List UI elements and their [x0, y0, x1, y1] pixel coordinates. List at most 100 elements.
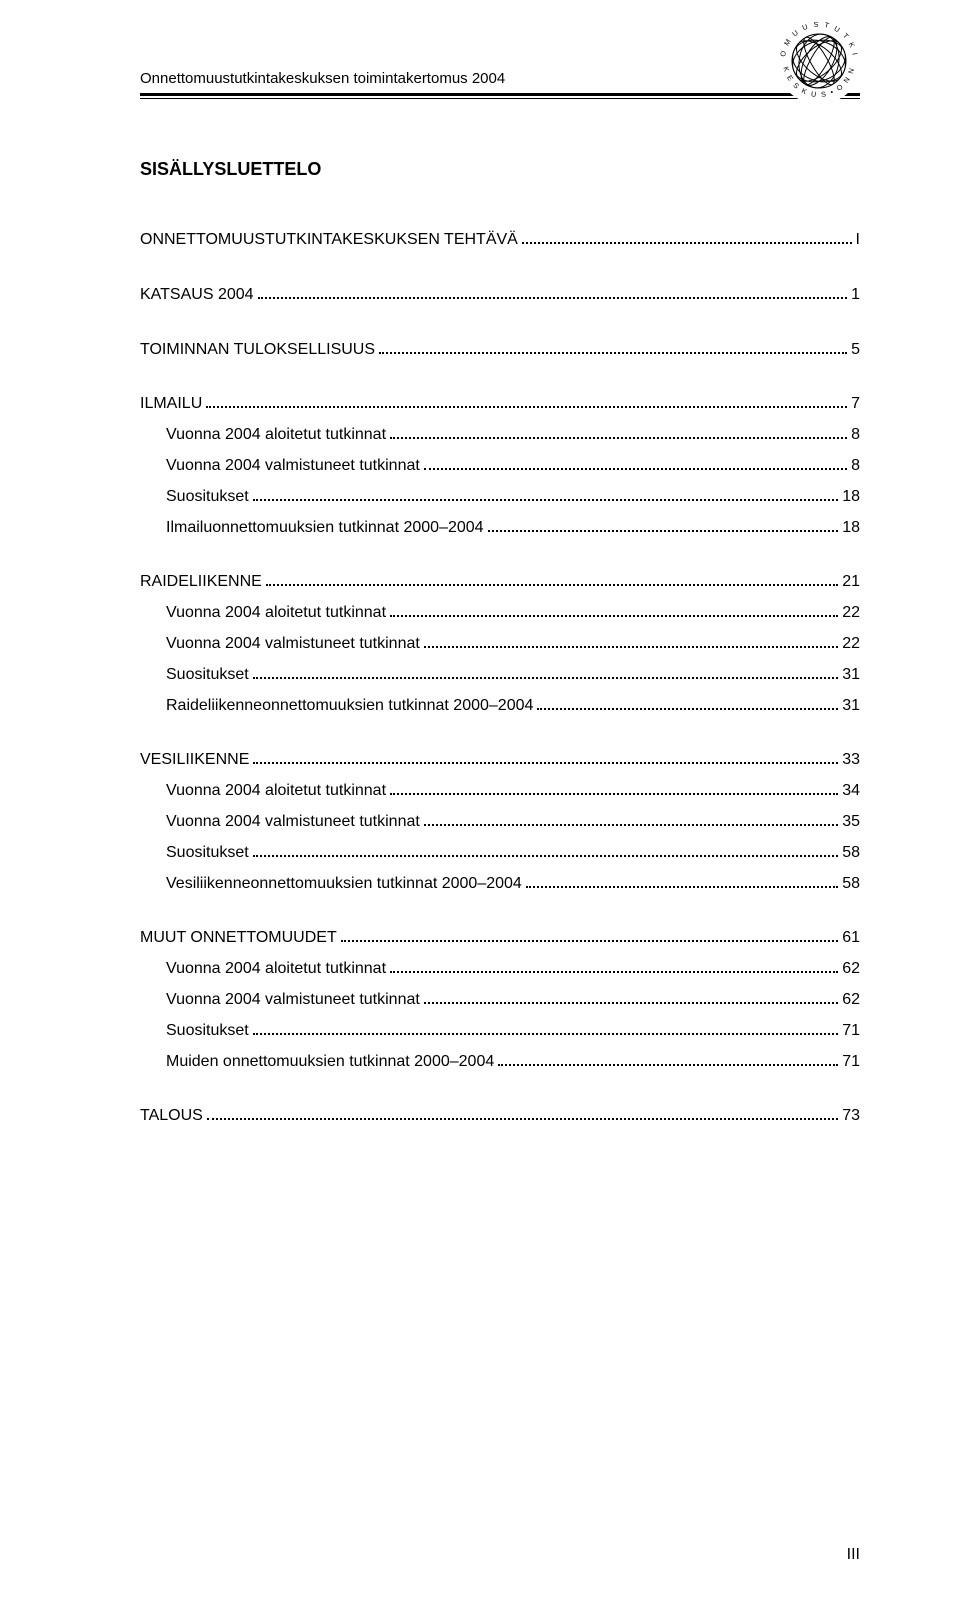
toc-label: Muiden onnettomuuksien tutkinnat 2000–20… — [140, 1048, 494, 1077]
page-title: SISÄLLYSLUETTELO — [140, 159, 860, 180]
toc-page: 18 — [842, 514, 860, 543]
toc-label: Suositukset — [140, 839, 249, 868]
header-rule-thin — [140, 98, 860, 99]
header-title: Onnettomuustutkintakeskuksen toimintaker… — [140, 70, 860, 93]
toc-row: Vuonna 2004 valmistuneet tutkinnat 35 — [140, 808, 860, 837]
toc-leader-dots — [537, 708, 838, 710]
toc-row: Vuonna 2004 aloitetut tutkinnat 22 — [140, 599, 860, 628]
toc-label: KATSAUS 2004 — [140, 281, 254, 310]
toc-row: TOIMINNAN TULOKSELLISUUS 5 — [140, 336, 860, 365]
toc-spacer — [140, 1078, 860, 1100]
toc-row: Vesiliikenneonnettomuuksien tutkinnat 20… — [140, 870, 860, 899]
toc-page: 18 — [842, 483, 860, 512]
toc-row: VESILIIKENNE 33 — [140, 746, 860, 775]
page-number: III — [847, 1546, 860, 1564]
toc-page: 62 — [842, 986, 860, 1015]
toc-leader-dots — [253, 499, 838, 501]
toc-page: 58 — [842, 870, 860, 899]
toc-page: 22 — [842, 599, 860, 628]
toc-label: Vuonna 2004 valmistuneet tutkinnat — [140, 986, 420, 1015]
toc-label: TOIMINNAN TULOKSELLISUUS — [140, 336, 375, 365]
toc-leader-dots — [253, 855, 838, 857]
toc-spacer — [140, 900, 860, 922]
toc-label: Vuonna 2004 aloitetut tutkinnat — [140, 599, 386, 628]
toc-spacer — [140, 544, 860, 566]
toc-row: Ilmailuonnettomuuksien tutkinnat 2000–20… — [140, 514, 860, 543]
toc-row: Suositukset 58 — [140, 839, 860, 868]
toc-leader-dots — [526, 886, 838, 888]
toc-leader-dots — [390, 437, 847, 439]
toc-label: MUUT ONNETTOMUUDET — [140, 924, 337, 953]
table-of-contents: ONNETTOMUUSTUTKINTAKESKUKSEN TEHTÄVÄ I KA… — [140, 226, 860, 1131]
toc-page: 7 — [851, 390, 860, 419]
toc-label: Suositukset — [140, 661, 249, 690]
toc-label: Vuonna 2004 aloitetut tutkinnat — [140, 955, 386, 984]
toc-row: Vuonna 2004 aloitetut tutkinnat 62 — [140, 955, 860, 984]
toc-leader-dots — [206, 406, 847, 408]
toc-row: ONNETTOMUUSTUTKINTAKESKUKSEN TEHTÄVÄ I — [140, 226, 860, 255]
toc-spacer — [140, 722, 860, 744]
toc-page: I — [856, 226, 860, 255]
toc-page: 8 — [851, 452, 860, 481]
toc-leader-dots — [379, 352, 847, 354]
toc-page: 8 — [851, 421, 860, 450]
toc-row: Vuonna 2004 valmistuneet tutkinnat 62 — [140, 986, 860, 1015]
toc-page: 71 — [842, 1017, 860, 1046]
toc-row: MUUT ONNETTOMUUDET 61 — [140, 924, 860, 953]
toc-row: Vuonna 2004 aloitetut tutkinnat 8 — [140, 421, 860, 450]
toc-row: Suositukset 18 — [140, 483, 860, 512]
toc-page: 34 — [842, 777, 860, 806]
toc-leader-dots — [390, 793, 838, 795]
toc-leader-dots — [266, 584, 838, 586]
header-rule-thick — [140, 93, 860, 96]
toc-spacer — [140, 257, 860, 279]
toc-page: 21 — [842, 568, 860, 597]
toc-leader-dots — [258, 297, 848, 299]
toc-page: 35 — [842, 808, 860, 837]
toc-page: 73 — [842, 1102, 860, 1131]
toc-label: Suositukset — [140, 1017, 249, 1046]
toc-leader-dots — [424, 1002, 838, 1004]
toc-label: Vuonna 2004 valmistuneet tutkinnat — [140, 808, 420, 837]
toc-page: 62 — [842, 955, 860, 984]
toc-spacer — [140, 312, 860, 334]
toc-label: TALOUS — [140, 1102, 203, 1131]
toc-label: Vuonna 2004 aloitetut tutkinnat — [140, 777, 386, 806]
toc-leader-dots — [424, 646, 838, 648]
toc-page: 5 — [851, 336, 860, 365]
toc-leader-dots — [488, 530, 839, 532]
toc-label: VESILIIKENNE — [140, 746, 249, 775]
toc-spacer — [140, 366, 860, 388]
toc-leader-dots — [390, 971, 838, 973]
toc-page: 71 — [842, 1048, 860, 1077]
toc-label: ONNETTOMUUSTUTKINTAKESKUKSEN TEHTÄVÄ — [140, 226, 518, 255]
toc-row: Muiden onnettomuuksien tutkinnat 2000–20… — [140, 1048, 860, 1077]
toc-leader-dots — [341, 940, 838, 942]
toc-leader-dots — [424, 468, 847, 470]
toc-leader-dots — [253, 677, 838, 679]
toc-leader-dots — [390, 615, 838, 617]
toc-leader-dots — [207, 1118, 838, 1120]
toc-row: KATSAUS 2004 1 — [140, 281, 860, 310]
toc-page: 58 — [842, 839, 860, 868]
toc-page: 31 — [842, 661, 860, 690]
toc-page: 22 — [842, 630, 860, 659]
agency-seal-icon: O M U U S T U T K I K E S K U S • O N N — [774, 16, 864, 106]
toc-row: Vuonna 2004 valmistuneet tutkinnat 8 — [140, 452, 860, 481]
toc-label: RAIDELIIKENNE — [140, 568, 262, 597]
toc-leader-dots — [253, 1033, 838, 1035]
toc-label: Raideliikenneonnettomuuksien tutkinnat 2… — [140, 692, 533, 721]
toc-leader-dots — [498, 1064, 838, 1066]
toc-row: RAIDELIIKENNE 21 — [140, 568, 860, 597]
toc-row: ILMAILU 7 — [140, 390, 860, 419]
toc-row: Vuonna 2004 valmistuneet tutkinnat 22 — [140, 630, 860, 659]
toc-page: 31 — [842, 692, 860, 721]
page-header: Onnettomuustutkintakeskuksen toimintaker… — [140, 70, 860, 99]
toc-label: Vuonna 2004 valmistuneet tutkinnat — [140, 452, 420, 481]
toc-page: 1 — [851, 281, 860, 310]
toc-leader-dots — [253, 762, 838, 764]
toc-leader-dots — [522, 242, 852, 244]
toc-page: 33 — [842, 746, 860, 775]
toc-row: Suositukset 71 — [140, 1017, 860, 1046]
toc-row: Raideliikenneonnettomuuksien tutkinnat 2… — [140, 692, 860, 721]
